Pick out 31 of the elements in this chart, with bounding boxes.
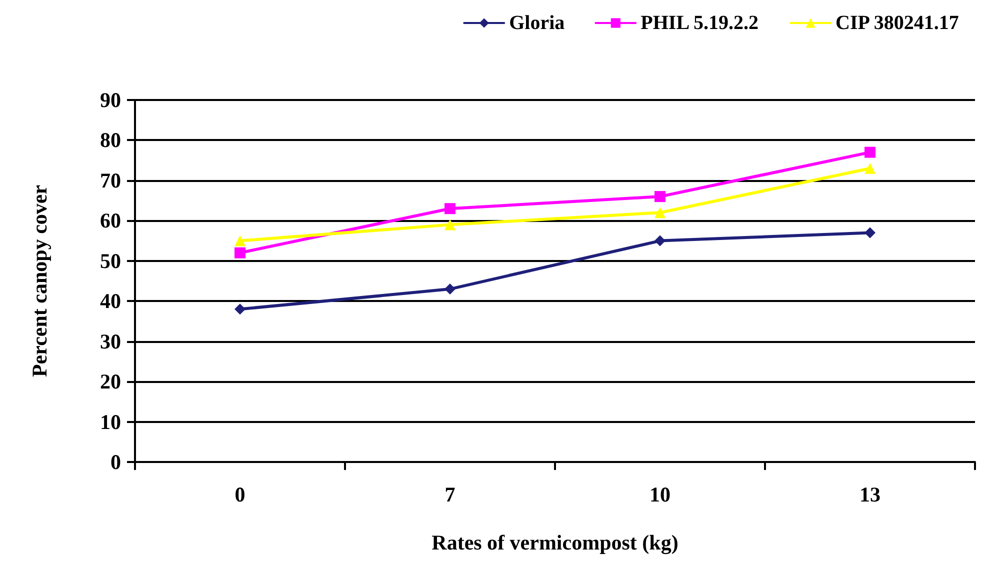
point — [654, 207, 666, 218]
y-tick-label: 40 — [100, 289, 121, 314]
legend-label: CIP 380241.17 — [836, 12, 959, 34]
legend-label: Gloria — [509, 12, 565, 34]
y-tick-label: 30 — [100, 329, 121, 354]
x-tick-label: 0 — [234, 482, 246, 506]
point — [234, 304, 246, 315]
point — [654, 235, 666, 246]
x-tick-label: 13 — [860, 482, 880, 506]
y-tick-label: 10 — [100, 410, 121, 434]
y-tick-label: 20 — [100, 370, 121, 394]
y-tick-label: 0 — [110, 450, 121, 474]
point — [444, 219, 456, 230]
point — [444, 203, 456, 214]
point — [864, 146, 876, 158]
point — [864, 227, 876, 238]
point — [234, 247, 246, 258]
y-tick-label: 70 — [100, 168, 121, 192]
x-tick-label: 10 — [650, 482, 670, 506]
point — [654, 191, 666, 202]
point — [234, 235, 246, 246]
legend-label: PHIL 5.19.2.2 — [640, 12, 758, 34]
y-tick-label: 80 — [100, 128, 121, 152]
point — [444, 284, 456, 295]
y-axis-title: Percent canopy cover — [28, 184, 52, 378]
y-tick-label: 60 — [100, 208, 121, 233]
x-axis-title: Rates of vermicompost (kg) — [432, 530, 678, 554]
y-tick-label: 50 — [100, 248, 121, 273]
point — [864, 162, 876, 174]
y-tick-label: 90 — [100, 88, 121, 112]
x-tick-label: 7 — [444, 482, 456, 506]
